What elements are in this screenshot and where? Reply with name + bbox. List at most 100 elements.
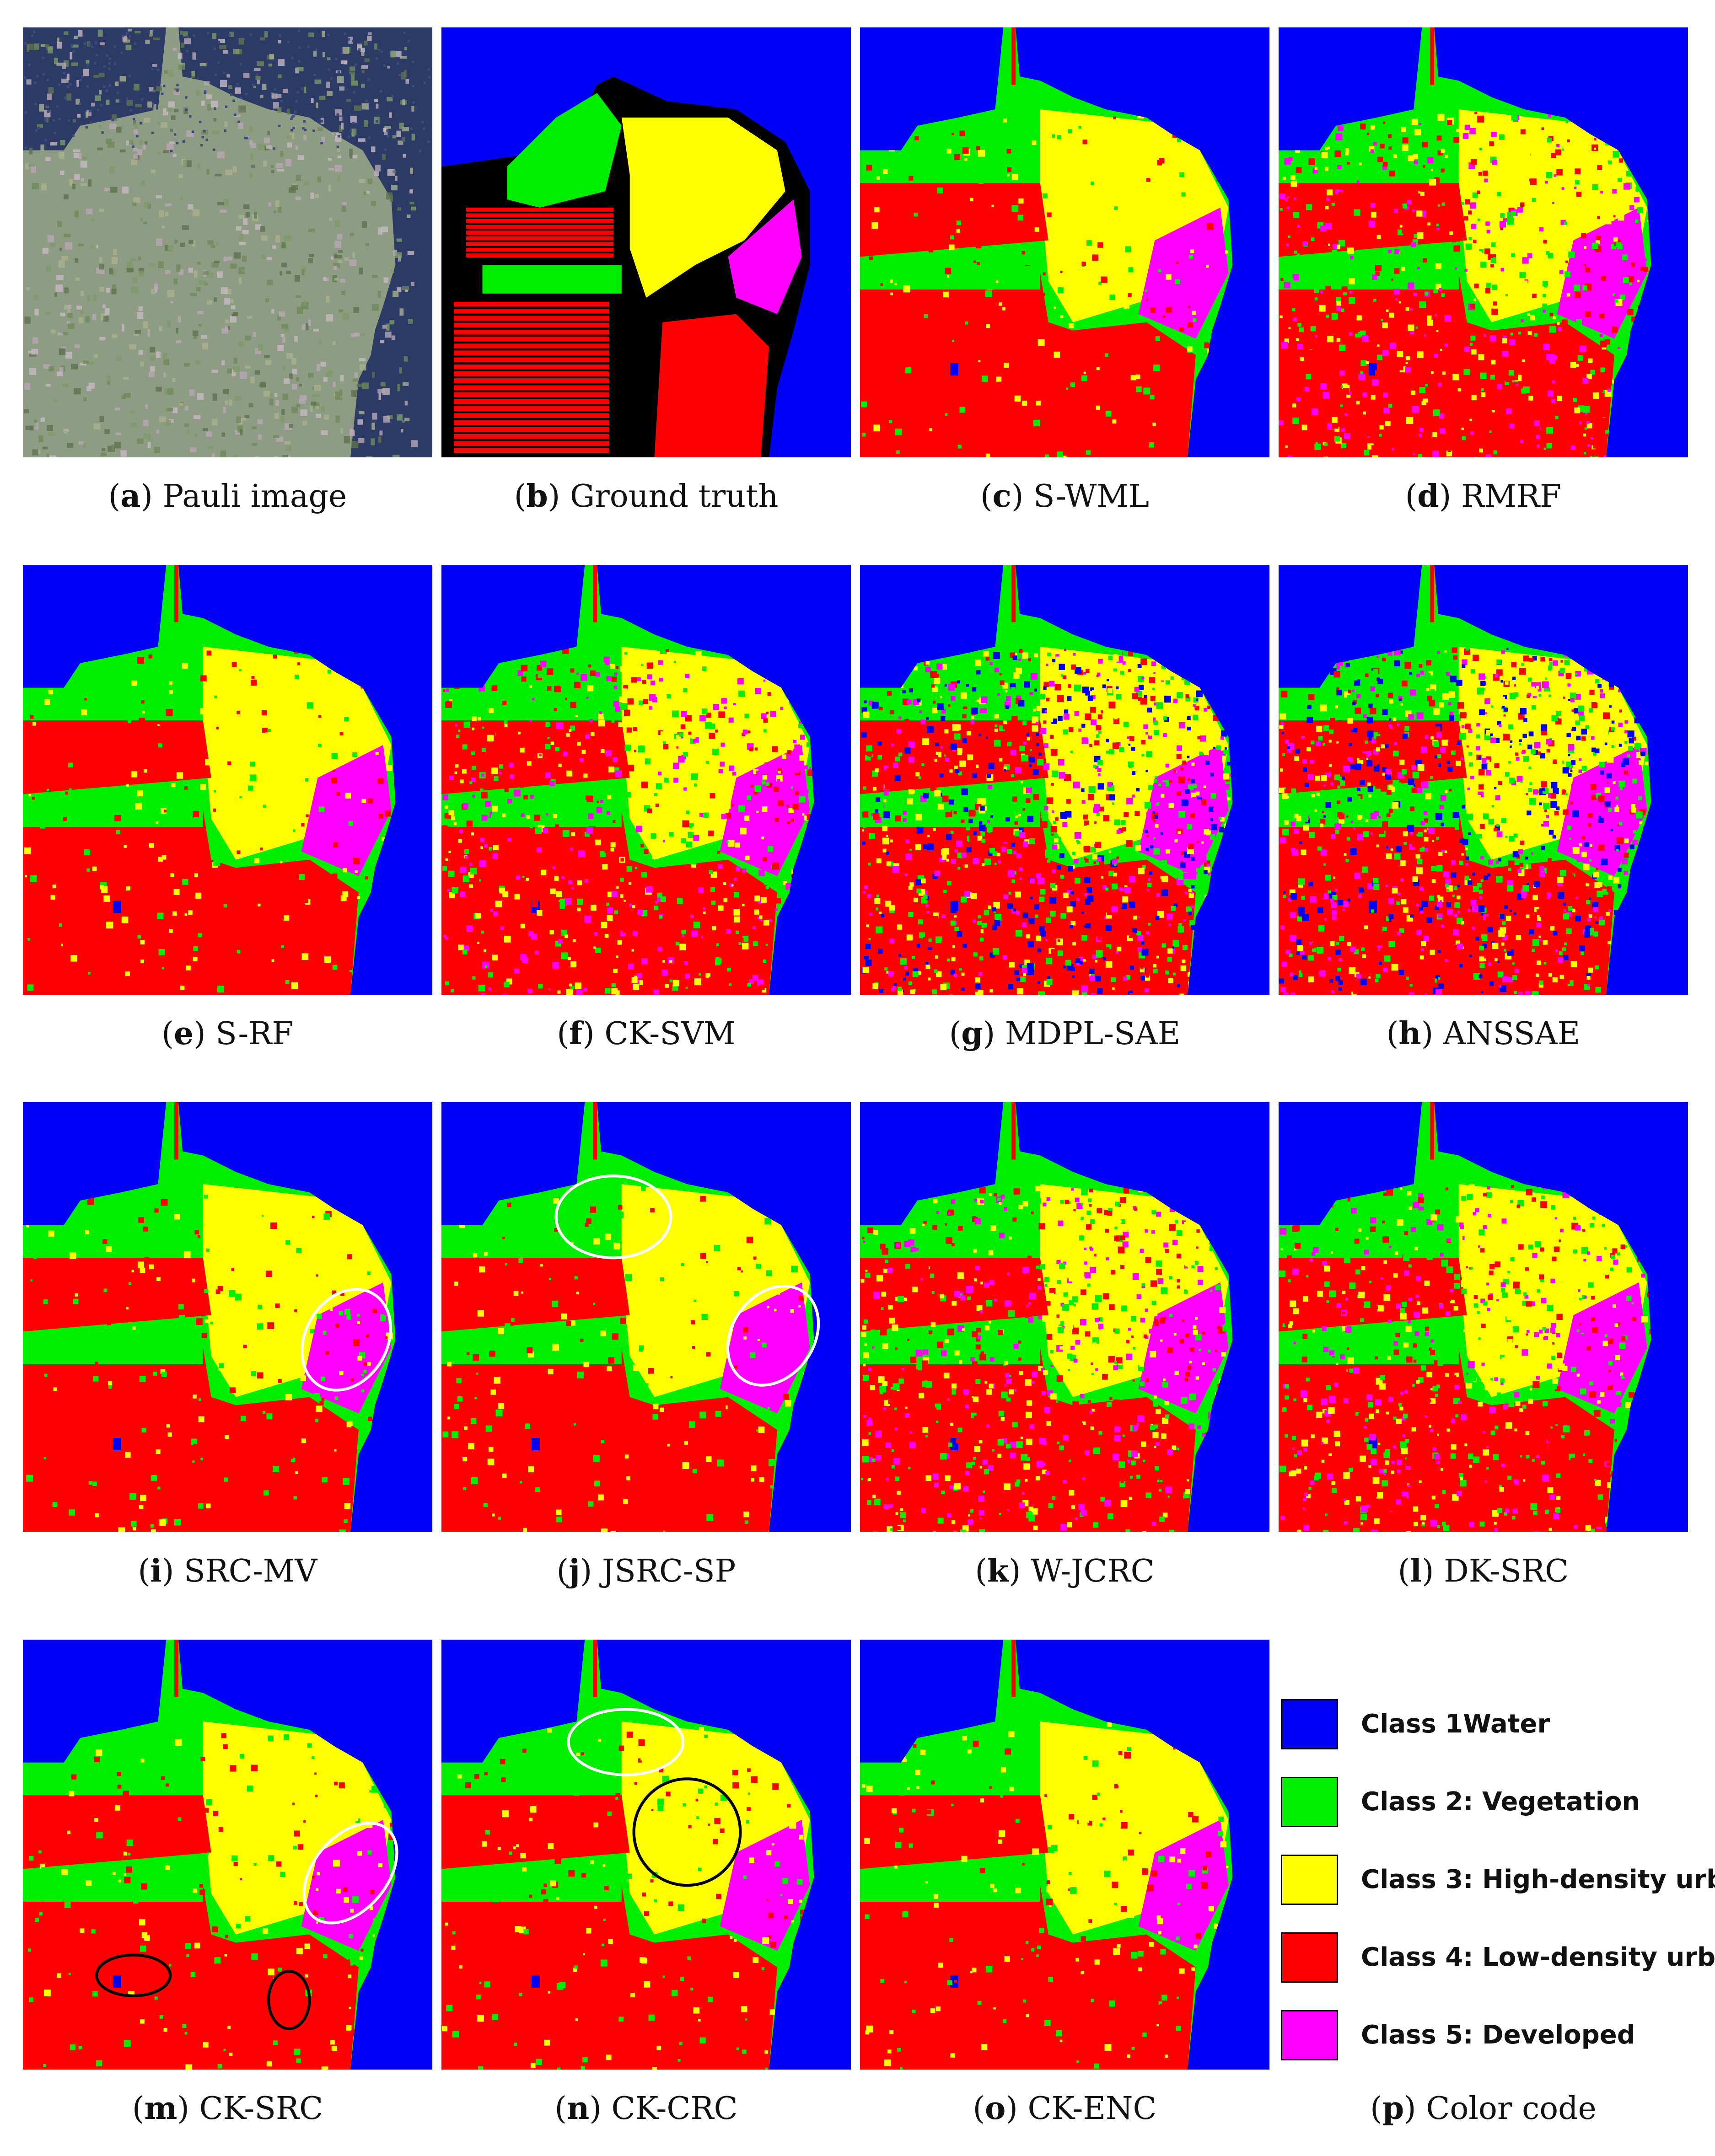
legend-label: Class 1Water <box>1361 1709 1550 1739</box>
map-image-i <box>23 1102 432 1532</box>
classification-map-f <box>441 565 851 995</box>
caption-letter: f <box>569 1015 583 1052</box>
caption-k: (k) W-JCRC <box>975 1553 1155 1589</box>
map-image-j <box>441 1102 851 1532</box>
caption-letter: n <box>566 2090 590 2127</box>
classification-map-j <box>441 1102 851 1532</box>
legend-swatch <box>1281 1932 1338 1983</box>
map-image-h <box>1279 565 1688 995</box>
legend-item: Class 5: Developed <box>1281 2010 1693 2065</box>
white-ellipse-annotation <box>567 1708 685 1776</box>
caption-text: S-RF <box>215 1016 294 1052</box>
caption-l: (l) DK-SRC <box>1398 1553 1569 1589</box>
caption-o: (o) CK-ENC <box>973 2090 1157 2127</box>
caption-letter: a <box>120 478 141 515</box>
legend-item: Class 4: Low-density urban <box>1281 1932 1715 1987</box>
classification-map-l <box>1279 1102 1688 1532</box>
caption-h: (h) ANSSAE <box>1386 1015 1581 1052</box>
map-image-a <box>23 27 432 457</box>
black-ellipse-annotation <box>632 1777 742 1887</box>
caption-b: (b) Ground truth <box>514 478 779 515</box>
caption-text: CK-CRC <box>611 2091 738 2127</box>
caption-letter: b <box>526 478 548 515</box>
caption-letter: e <box>173 1015 194 1052</box>
map-image-l <box>1279 1102 1688 1532</box>
classification-map-i <box>23 1102 432 1532</box>
caption-p: (p) Color code <box>1370 2090 1597 2127</box>
color-code-legend: Class 1Water Class 2: Vegetation Class 3: … <box>1281 1674 1715 2086</box>
map-image-k <box>860 1102 1269 1532</box>
white-ellipse-annotation <box>301 1287 392 1392</box>
caption-letter: h <box>1398 1015 1421 1052</box>
caption-d: (d) RMRF <box>1405 478 1562 515</box>
map-image-g <box>860 565 1269 995</box>
legend-swatch <box>1281 1855 1338 1905</box>
white-ellipse-annotation <box>554 1175 672 1260</box>
caption-text: CK-SVM <box>604 1016 736 1052</box>
white-ellipse-annotation <box>302 1822 398 1925</box>
caption-text: CK-ENC <box>1027 2091 1157 2127</box>
caption-text: DK-SRC <box>1444 1553 1569 1589</box>
caption-text: S-WML <box>1033 478 1150 515</box>
classification-map-a <box>23 27 432 457</box>
caption-letter: j <box>569 1553 580 1589</box>
legend-item: Class 3: High-density urban <box>1281 1855 1715 1909</box>
map-image-m <box>23 1640 432 2070</box>
caption-letter: i <box>150 1553 162 1589</box>
caption-c: (c) S-WML <box>980 478 1150 515</box>
caption-letter: d <box>1417 478 1439 515</box>
black-ellipse-annotation <box>267 1970 311 2030</box>
caption-m: (m) CK-SRC <box>132 2090 323 2127</box>
legend-label: Class 5: Developed <box>1361 2020 1635 2050</box>
caption-a: (a) Pauli image <box>108 478 347 515</box>
map-image-n <box>441 1640 851 2070</box>
map-image-d <box>1279 27 1688 457</box>
caption-g: (g) MDPL-SAE <box>949 1015 1181 1052</box>
caption-text: Ground truth <box>570 478 779 515</box>
caption-letter: l <box>1410 1553 1422 1589</box>
caption-letter: m <box>144 2090 177 2127</box>
caption-f: (f) CK-SVM <box>557 1015 736 1052</box>
map-image-b <box>441 27 851 457</box>
caption-letter: g <box>961 1015 983 1052</box>
caption-n: (n) CK-CRC <box>554 2090 738 2127</box>
legend-label: Class 3: High-density urban <box>1361 1865 1715 1894</box>
caption-text: RMRF <box>1461 478 1562 515</box>
caption-letter: k <box>987 1553 1009 1589</box>
legend-swatch <box>1281 2010 1338 2060</box>
legend-item: Class 1Water <box>1281 1699 1693 1754</box>
classification-map-e <box>23 565 432 995</box>
map-image-e <box>23 565 432 995</box>
classification-map-b <box>441 27 851 457</box>
caption-text: CK-SRC <box>199 2091 323 2127</box>
caption-letter: p <box>1382 2090 1404 2127</box>
caption-i: (i) SRC-MV <box>138 1553 317 1589</box>
map-image-f <box>441 565 851 995</box>
classification-map-g <box>860 565 1269 995</box>
caption-letter: o <box>984 2090 1006 2127</box>
classification-map-d <box>1279 27 1688 457</box>
caption-e: (e) S-RF <box>161 1015 294 1052</box>
caption-text: JSRC-SP <box>602 1553 736 1589</box>
classification-map-m <box>23 1640 432 2070</box>
classification-map-c <box>860 27 1269 457</box>
black-ellipse-annotation <box>95 1953 172 1997</box>
caption-letter: c <box>992 478 1011 515</box>
classification-map-h <box>1279 565 1688 995</box>
caption-text: ANSSAE <box>1443 1016 1581 1052</box>
caption-text: Color code <box>1426 2091 1597 2127</box>
caption-j: (j) JSRC-SP <box>556 1553 736 1589</box>
classification-map-k <box>860 1102 1269 1532</box>
white-ellipse-annotation <box>726 1284 820 1387</box>
legend-item: Class 2: Vegetation <box>1281 1777 1693 1832</box>
map-image-c <box>860 27 1269 457</box>
legend-label: Class 2: Vegetation <box>1361 1787 1640 1817</box>
map-image-o <box>860 1640 1269 2070</box>
legend-label: Class 4: Low-density urban <box>1361 1942 1715 1972</box>
caption-text: SRC-MV <box>184 1553 317 1589</box>
legend-swatch <box>1281 1777 1338 1827</box>
caption-text: W-JCRC <box>1031 1553 1155 1589</box>
caption-text: MDPL-SAE <box>1005 1016 1181 1052</box>
caption-text: Pauli image <box>162 478 347 515</box>
legend-swatch <box>1281 1699 1338 1749</box>
